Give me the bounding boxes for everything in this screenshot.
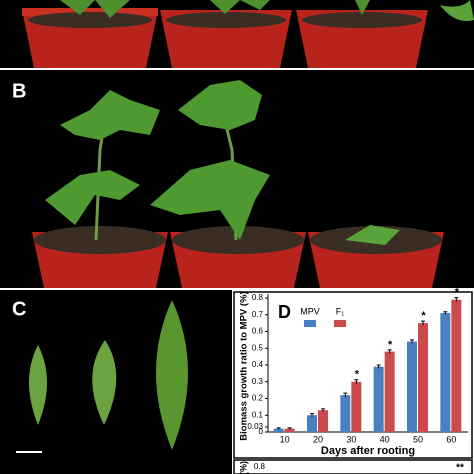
panel-label: C xyxy=(12,298,26,320)
panel-e-frame xyxy=(233,459,473,474)
x-tick-label: 40 xyxy=(380,434,390,444)
y-tick-label: 0.8 xyxy=(252,293,264,302)
panel-label: B xyxy=(12,80,26,102)
legend-label: F₁ xyxy=(336,306,345,316)
plants-b xyxy=(32,80,444,288)
x-tick-label: 30 xyxy=(346,434,356,444)
error-bar xyxy=(443,311,448,315)
error-bar xyxy=(276,427,281,430)
significance-mark: * xyxy=(355,369,360,381)
bar xyxy=(440,313,451,432)
y-tick-label: 0.7 xyxy=(252,310,264,319)
bar xyxy=(284,428,295,432)
bar xyxy=(418,323,428,432)
x-tick-label: 20 xyxy=(313,434,323,444)
y-tick-label: 0.03 xyxy=(247,422,263,431)
panel-d-frame xyxy=(233,291,473,459)
bar xyxy=(340,395,351,432)
significance-mark: * xyxy=(455,287,460,299)
x-axis-label: Days after rooting xyxy=(321,445,415,457)
significance-mark: ** xyxy=(456,463,464,474)
bar xyxy=(307,415,317,432)
significance-mark: * xyxy=(421,310,426,322)
error-bar xyxy=(387,349,392,354)
y-axis-label: (%) xyxy=(238,461,248,474)
error-bar xyxy=(376,364,381,369)
pots-a xyxy=(22,0,474,68)
legend-swatch xyxy=(334,320,346,327)
error-bar xyxy=(421,320,425,326)
x-tick-label: 50 xyxy=(413,434,423,444)
leaves-c xyxy=(29,300,188,450)
panel-label: D xyxy=(278,302,291,322)
y-tick-label: 0.4 xyxy=(252,360,264,369)
bar xyxy=(318,410,328,432)
error-bar xyxy=(354,379,359,384)
y-tick-label: 0 xyxy=(259,427,264,436)
bar xyxy=(273,428,284,432)
y-tick-label: 0.1 xyxy=(252,410,264,419)
x-tick-label: 10 xyxy=(280,434,290,444)
y-tick-label: 0.6 xyxy=(252,327,264,336)
error-bar xyxy=(310,413,314,417)
y-tick-label: 0.3 xyxy=(252,377,264,386)
error-bar xyxy=(321,408,325,412)
legend-swatch xyxy=(304,320,316,327)
error-bar xyxy=(410,339,414,344)
bar xyxy=(384,351,395,432)
y-tick-label: 0.8 xyxy=(254,462,266,471)
bar xyxy=(451,299,462,432)
legend-label: MPV xyxy=(300,306,320,316)
bar xyxy=(373,366,384,432)
bar xyxy=(351,381,362,432)
y-tick-label: 0.5 xyxy=(252,343,264,352)
y-axis-label: Biomass growth ratio to MPV (%) xyxy=(239,291,250,440)
bar xyxy=(407,341,417,432)
y-tick-label: 0.2 xyxy=(252,394,264,403)
error-bar xyxy=(287,427,292,430)
error-bar xyxy=(343,392,348,398)
error-bar xyxy=(454,297,459,302)
x-tick-label: 60 xyxy=(446,434,456,444)
significance-mark: * xyxy=(388,339,393,351)
